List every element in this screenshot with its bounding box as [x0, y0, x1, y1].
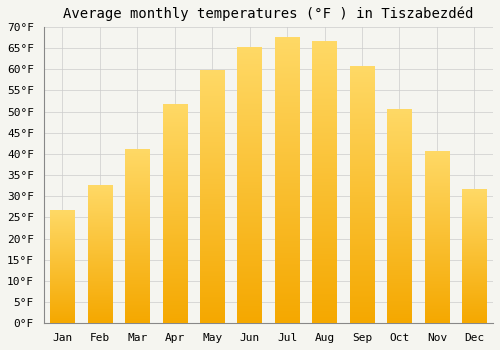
Bar	[50, 211, 74, 323]
Bar	[200, 71, 224, 323]
Bar	[462, 190, 486, 323]
Bar	[424, 152, 449, 323]
Bar	[350, 67, 374, 323]
Bar	[125, 150, 150, 323]
Title: Average monthly temperatures (°F ) in Tiszabezdéd: Average monthly temperatures (°F ) in Ti…	[63, 7, 474, 21]
Bar	[238, 48, 262, 323]
Bar	[88, 186, 112, 323]
Bar	[162, 105, 187, 323]
Bar	[388, 110, 411, 323]
Bar	[275, 37, 299, 323]
Bar	[312, 42, 336, 323]
